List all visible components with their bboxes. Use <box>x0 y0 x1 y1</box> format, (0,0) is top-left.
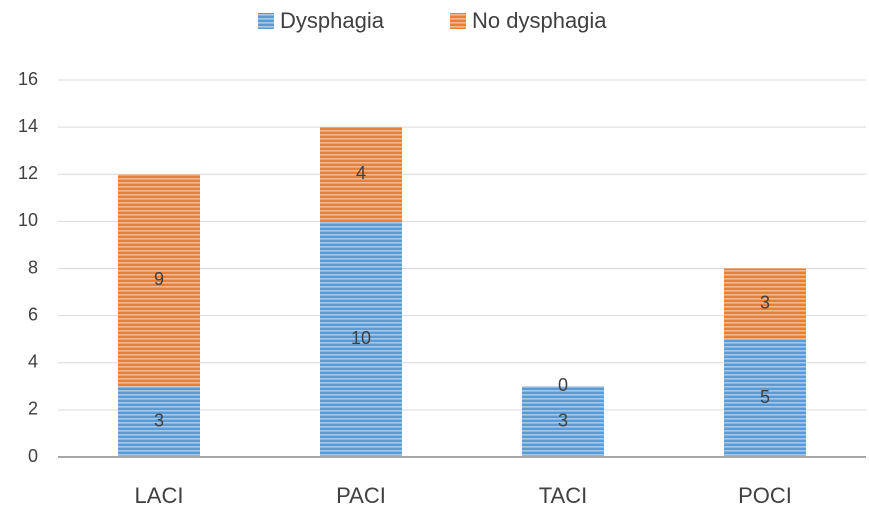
data-label: 9 <box>154 269 164 289</box>
data-label: 5 <box>760 387 770 407</box>
y-tick-label: 16 <box>18 69 38 89</box>
bar-segment <box>724 268 806 340</box>
data-label: 10 <box>351 328 371 348</box>
y-tick-label: 6 <box>28 304 38 324</box>
bar-segment <box>724 339 806 457</box>
legend-label: No dysphagia <box>472 8 607 33</box>
bar-segment <box>320 221 402 457</box>
y-tick-label: 4 <box>28 352 38 372</box>
x-tick-label: TACI <box>539 483 587 508</box>
x-tick-label: LACI <box>135 483 184 508</box>
y-tick-label: 12 <box>18 163 38 183</box>
data-label: 4 <box>356 163 366 183</box>
y-tick-label: 8 <box>28 257 38 277</box>
bar-segment <box>118 174 200 387</box>
legend-swatch <box>450 13 466 29</box>
x-tick-label: POCI <box>738 483 792 508</box>
bar-segment <box>320 127 402 222</box>
data-label: 3 <box>558 410 568 430</box>
y-tick-label: 10 <box>18 210 38 230</box>
y-tick-label: 2 <box>28 399 38 419</box>
y-tick-label: 14 <box>18 116 38 136</box>
data-label: 3 <box>760 293 770 313</box>
data-label: 3 <box>154 410 164 430</box>
legend-swatch <box>258 13 274 29</box>
x-tick-label: PACI <box>336 483 386 508</box>
bar-segment <box>118 386 200 457</box>
legend-label: Dysphagia <box>280 8 385 33</box>
bar-segment <box>522 386 604 457</box>
data-label: 0 <box>558 375 568 395</box>
y-tick-label: 0 <box>28 446 38 466</box>
